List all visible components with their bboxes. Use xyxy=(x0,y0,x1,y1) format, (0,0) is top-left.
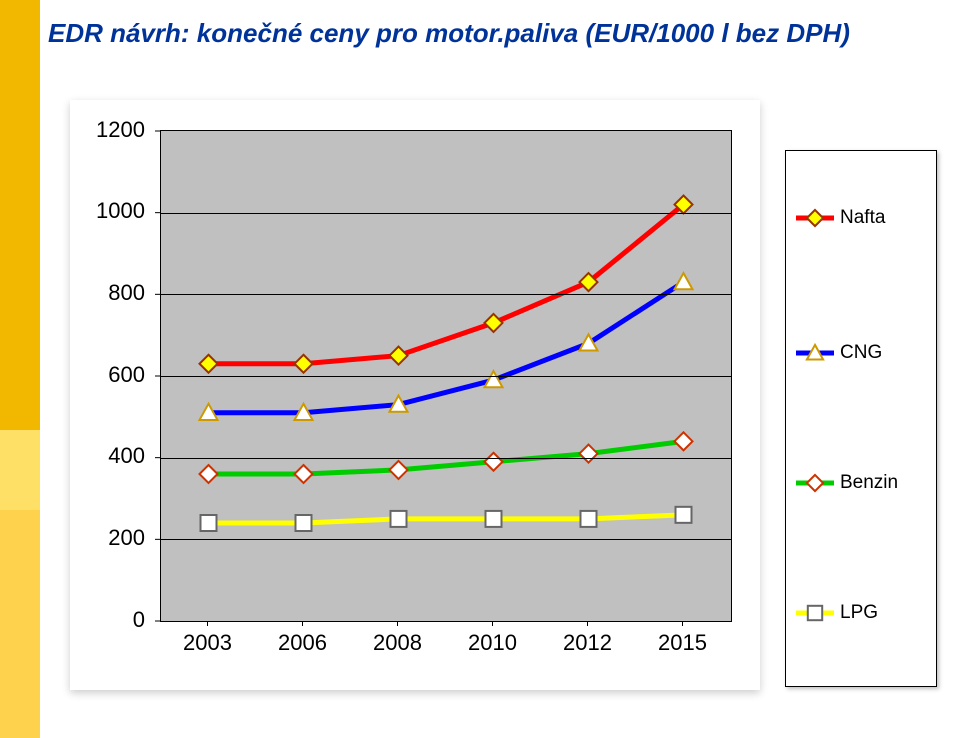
legend-swatch xyxy=(796,471,834,495)
legend-swatch xyxy=(796,206,834,230)
y-tick-label: 200 xyxy=(70,525,145,551)
series-marker-nafta xyxy=(485,314,503,332)
plot-area xyxy=(160,130,732,622)
legend-item-lpg: LPG xyxy=(796,601,878,625)
grid-line xyxy=(161,294,731,295)
series-marker-benzin xyxy=(485,453,503,471)
series-marker-lpg xyxy=(676,507,692,523)
legend-swatch xyxy=(796,601,834,625)
legend-swatch xyxy=(796,341,834,365)
x-tick-label: 2003 xyxy=(168,630,248,656)
x-tick-label: 2012 xyxy=(548,630,628,656)
series-marker-benzin xyxy=(580,445,598,463)
series-line-cng xyxy=(209,282,684,413)
y-tick-label: 800 xyxy=(70,280,145,306)
side-stripe xyxy=(0,0,40,738)
series-marker-benzin xyxy=(295,465,313,483)
y-tick-label: 0 xyxy=(70,607,145,633)
x-tick-label: 2010 xyxy=(453,630,533,656)
chart-area: 0 200 400 600 800 1000 1200 2003 2006 2008 2010 201… xyxy=(70,100,760,690)
stripe-seg xyxy=(0,430,40,510)
x-tick-label: 2006 xyxy=(263,630,343,656)
stripe-seg xyxy=(0,0,40,430)
grid-line xyxy=(161,458,731,459)
series-marker-benzin xyxy=(390,461,408,479)
legend-label: Benzin xyxy=(840,472,898,494)
series-marker-lpg xyxy=(391,511,407,527)
grid-line xyxy=(161,539,731,540)
series-marker-cng xyxy=(675,273,693,289)
series-marker-lpg xyxy=(201,515,217,531)
series-line-lpg xyxy=(209,515,684,523)
y-tick-label: 400 xyxy=(70,443,145,469)
series-line-nafta xyxy=(209,205,684,364)
legend-item-nafta: Nafta xyxy=(796,206,885,230)
legend-item-benzin: Benzin xyxy=(796,471,898,495)
series-marker-benzin xyxy=(675,432,693,450)
series-marker-benzin xyxy=(200,465,218,483)
legend-box: Nafta CNG Benzin LPG xyxy=(785,150,937,687)
y-tick-label: 1000 xyxy=(70,198,145,224)
y-tick-label: 600 xyxy=(70,362,145,388)
series-marker-nafta xyxy=(390,347,408,365)
legend-label: LPG xyxy=(840,602,878,624)
legend-item-cng: CNG xyxy=(796,341,882,365)
series-marker-nafta xyxy=(295,355,313,373)
series-marker-lpg xyxy=(296,515,312,531)
x-tick-label: 2015 xyxy=(643,630,723,656)
grid-line xyxy=(161,376,731,377)
stripe-seg xyxy=(0,510,40,738)
x-tick-label: 2008 xyxy=(358,630,438,656)
series-marker-nafta xyxy=(200,355,218,373)
page-title: EDR návrh: konečné ceny pro motor.paliva… xyxy=(48,18,850,49)
grid-line xyxy=(161,213,731,214)
series-marker-lpg xyxy=(486,511,502,527)
y-tick-label: 1200 xyxy=(70,117,145,143)
legend-label: Nafta xyxy=(840,207,885,229)
series-marker-lpg xyxy=(581,511,597,527)
legend-label: CNG xyxy=(840,342,882,364)
